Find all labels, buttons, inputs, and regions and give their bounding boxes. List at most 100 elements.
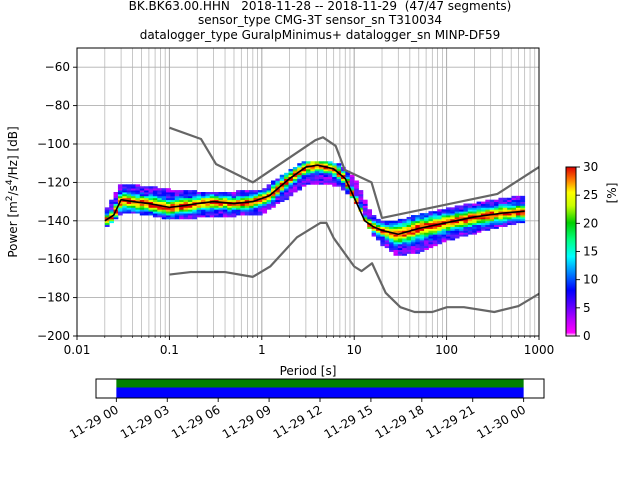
psd-cell <box>144 211 149 214</box>
psd-cell <box>419 247 425 250</box>
psd-cell <box>271 199 276 202</box>
psd-cell <box>424 216 429 220</box>
noise-model-lines <box>104 126 539 314</box>
psd-cell <box>476 211 482 214</box>
psd-cell <box>428 234 434 237</box>
psd-cell <box>371 224 377 227</box>
psd-cell <box>310 167 316 170</box>
psd-cell <box>179 199 184 202</box>
psd-cell <box>502 216 508 220</box>
psd-cell <box>170 195 176 199</box>
psd-cell <box>380 234 386 237</box>
psd-cell <box>257 205 263 208</box>
psd-cell <box>135 207 141 210</box>
psd-cell <box>244 209 250 212</box>
psd-cell <box>196 195 202 199</box>
psd-cell <box>288 182 294 185</box>
psd-cell <box>323 167 329 170</box>
psd-cell <box>432 230 438 233</box>
psd-cell <box>104 222 110 226</box>
psd-cell <box>340 188 346 191</box>
psd-cell <box>166 188 171 191</box>
psd-cell <box>489 215 495 218</box>
timeline-tick-label: 11-29 03 <box>118 402 172 441</box>
psd-cell <box>152 207 158 210</box>
psd-cell <box>358 197 364 201</box>
psd-cell <box>170 199 176 202</box>
psd-cell <box>126 192 132 195</box>
psd-cell <box>170 216 176 220</box>
psd-cell <box>445 207 451 210</box>
psd-cell <box>415 218 421 222</box>
psd-cell <box>340 170 346 174</box>
psd-cell <box>275 184 281 187</box>
psd-cell <box>502 215 508 218</box>
psd-cell <box>362 199 368 202</box>
psd-cell <box>275 195 281 199</box>
psd-cell <box>507 197 512 201</box>
psd-cell <box>494 220 499 224</box>
psd-cell <box>301 182 307 185</box>
y-tick-label: −100 <box>37 137 70 151</box>
psd-cell <box>480 213 486 216</box>
psd-cell <box>494 205 499 208</box>
psd-cell <box>441 236 447 239</box>
psd-cell <box>485 205 491 208</box>
psd-cell <box>244 211 250 214</box>
psd-cell <box>314 180 320 183</box>
psd-cell <box>371 222 377 226</box>
psd-cell <box>310 163 316 166</box>
psd-cell <box>406 222 412 226</box>
psd-cell <box>240 190 246 193</box>
psd-cell <box>424 240 429 243</box>
psd-cell <box>135 192 141 195</box>
psd-cell <box>271 180 276 183</box>
y-tick-label: −80 <box>45 99 70 113</box>
psd-cell <box>135 203 141 206</box>
psd-cell <box>201 193 206 197</box>
psd-cell <box>117 207 123 210</box>
psd-cell <box>498 201 504 204</box>
psd-cell <box>480 220 486 224</box>
psd-cell <box>297 172 303 176</box>
psd-cell <box>170 201 176 204</box>
psd-cell <box>166 192 171 195</box>
psd-cell <box>144 193 149 197</box>
psd-cell <box>362 216 368 220</box>
psd-cell <box>410 238 416 241</box>
psd-cell <box>126 211 132 214</box>
psd-cell <box>222 209 228 212</box>
psd-cell <box>244 192 250 195</box>
psd-cell <box>279 178 285 181</box>
psd-cell <box>485 209 491 212</box>
psd-cell <box>397 249 403 252</box>
psd-cell <box>139 213 145 216</box>
psd-cell <box>472 222 477 226</box>
psd-cell <box>104 207 110 210</box>
psd-cell <box>437 236 442 239</box>
psd-cell <box>467 215 473 218</box>
psd-cell <box>257 195 263 199</box>
psd-cell <box>380 226 386 229</box>
psd-cell <box>257 209 263 212</box>
psd-cell <box>135 197 141 201</box>
psd-cell <box>327 180 333 183</box>
psd-cell <box>227 207 233 210</box>
psd-cell <box>507 207 512 210</box>
psd-cell <box>144 213 149 216</box>
psd-cell <box>244 193 250 197</box>
psd-cell <box>157 201 163 204</box>
psd-cell <box>384 220 390 224</box>
psd-cell <box>354 188 359 191</box>
psd-cell <box>196 213 202 216</box>
psd-cell <box>161 203 167 206</box>
psd-cell <box>209 197 215 201</box>
psd-cell <box>362 211 368 214</box>
psd-cell <box>450 209 456 212</box>
psd-histogram <box>104 161 526 256</box>
psd-cell <box>349 186 355 189</box>
psd-cell <box>236 203 241 206</box>
psd-cell <box>450 226 456 229</box>
psd-cell <box>174 213 180 216</box>
